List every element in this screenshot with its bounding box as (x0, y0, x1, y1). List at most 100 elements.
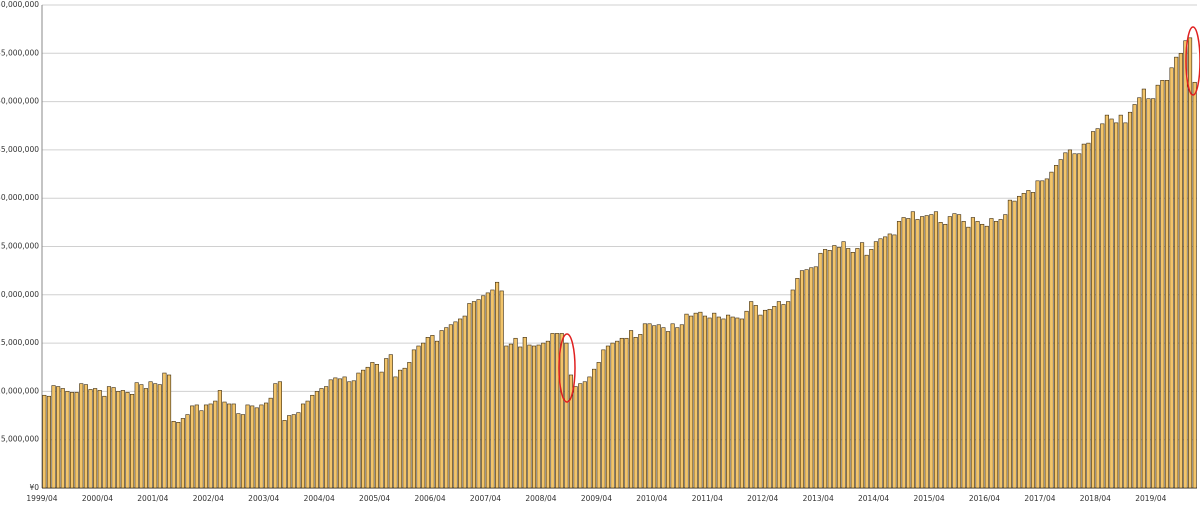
bar (961, 221, 966, 489)
bar (1063, 152, 1068, 489)
bar (190, 405, 195, 489)
bar (993, 221, 999, 489)
bar (116, 391, 121, 489)
bar (790, 289, 795, 489)
bar (929, 214, 934, 489)
bar (952, 213, 957, 489)
bar (250, 405, 255, 489)
bar (259, 404, 264, 489)
bar (864, 254, 869, 489)
bar (670, 323, 675, 489)
bar (148, 381, 153, 489)
bar (1035, 180, 1040, 489)
x-tick-label: 2011/04 (692, 494, 723, 503)
y-tick-label: 30,000,000 (0, 193, 39, 202)
bar (351, 380, 356, 489)
bar (508, 343, 513, 489)
bar (319, 388, 324, 489)
bar (896, 221, 902, 489)
bar (448, 324, 453, 489)
bar (1054, 165, 1059, 489)
bar (827, 250, 832, 489)
bar (679, 324, 684, 489)
bar (531, 345, 537, 489)
bar (818, 252, 823, 489)
bar (240, 414, 246, 489)
bar (139, 384, 144, 489)
bar (333, 377, 338, 489)
bar (1174, 56, 1179, 489)
x-tick-label: 2003/04 (248, 494, 279, 503)
bar (194, 404, 199, 489)
bar (74, 392, 79, 489)
bar (69, 392, 75, 489)
bar (1146, 98, 1151, 489)
bar (883, 236, 888, 489)
bar (966, 226, 971, 489)
bar (1155, 84, 1160, 489)
bar (180, 418, 185, 489)
bar (102, 395, 107, 489)
x-tick-label: 2015/04 (913, 494, 944, 503)
bar (370, 362, 375, 489)
x-tick-label: 2017/04 (1024, 494, 1055, 503)
bar (1164, 80, 1170, 489)
bar (661, 327, 666, 489)
bar (684, 313, 689, 489)
bar (185, 414, 190, 489)
bar (522, 337, 527, 489)
bar (1151, 98, 1156, 489)
bar (573, 386, 578, 489)
bar (356, 372, 361, 489)
bar (943, 223, 948, 489)
x-tick-label: 2007/04 (470, 494, 501, 503)
bar (1095, 128, 1100, 489)
bar (342, 376, 347, 489)
bar (458, 318, 463, 489)
bar (93, 388, 98, 489)
bar (444, 327, 449, 489)
y-tick-label: 5,000,000 (1, 435, 39, 444)
bar (254, 407, 259, 489)
bar (453, 321, 458, 489)
bar (495, 281, 500, 489)
bar (439, 330, 444, 489)
bar (1123, 122, 1128, 489)
bar (975, 221, 980, 489)
y-tick-label: 20,000,000 (0, 290, 39, 299)
bar (836, 247, 842, 489)
bar (559, 333, 564, 489)
bar (887, 233, 892, 489)
bar (767, 308, 772, 489)
bar (388, 354, 393, 489)
bar (781, 304, 786, 489)
bar (430, 335, 435, 489)
bar (984, 225, 989, 489)
bar (421, 342, 426, 489)
bar (762, 309, 768, 489)
bar (65, 391, 70, 489)
bar (615, 340, 620, 489)
highlight-ellipse (1185, 26, 1200, 96)
bar (245, 404, 250, 489)
bar (1183, 40, 1188, 489)
bar (707, 317, 712, 489)
bar (957, 214, 962, 489)
x-tick-label: 2013/04 (803, 494, 834, 503)
bar (758, 314, 763, 489)
bar (721, 318, 726, 489)
bar (324, 386, 329, 489)
x-tick-label: 2000/04 (82, 494, 113, 503)
x-tick-label: 2008/04 (525, 494, 556, 503)
bar (1100, 123, 1105, 489)
bar (536, 344, 541, 489)
highlight-ellipse (558, 333, 576, 403)
bar (716, 316, 721, 489)
bar (555, 333, 560, 489)
bar (1058, 159, 1063, 489)
bar (564, 342, 569, 489)
bar (545, 340, 550, 489)
bar (726, 314, 731, 489)
bar (665, 331, 671, 489)
bar (998, 219, 1003, 489)
